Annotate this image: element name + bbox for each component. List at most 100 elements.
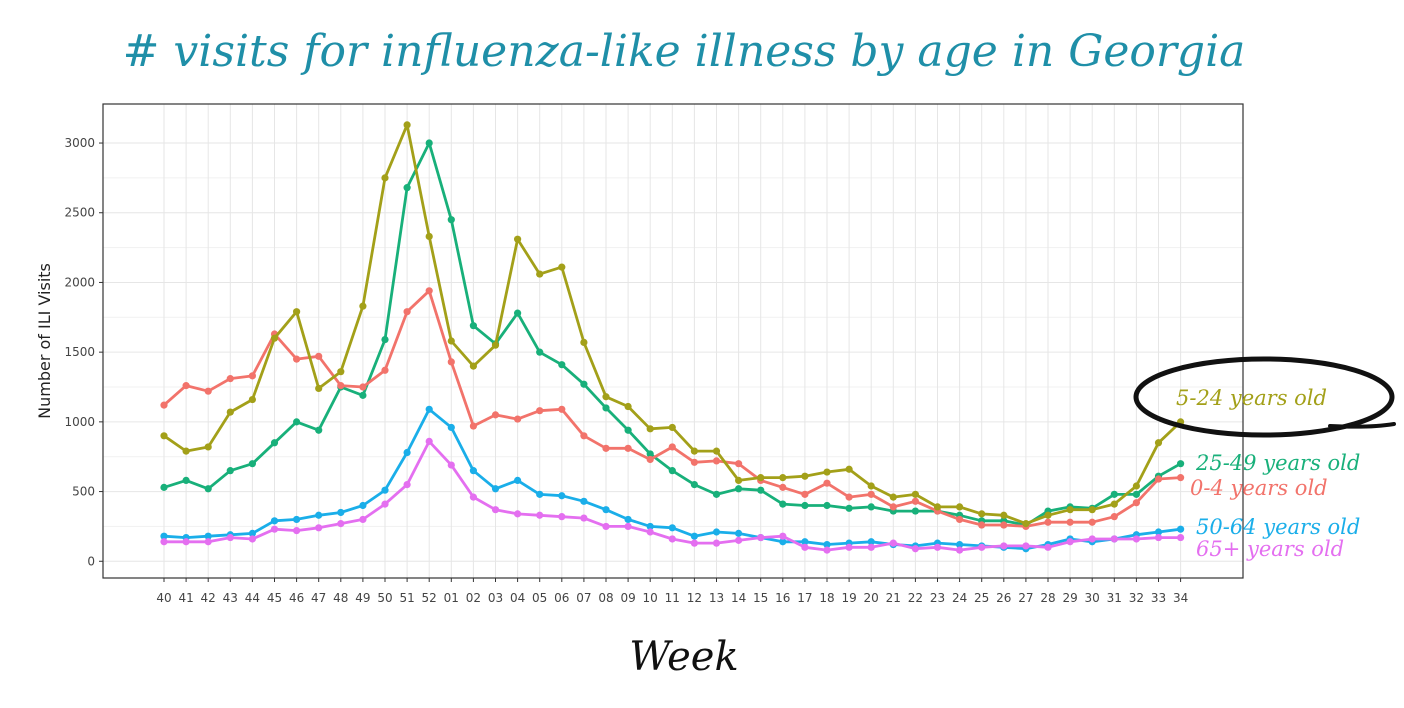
data-point [801,472,809,480]
data-point [491,485,500,493]
data-point [293,515,301,524]
data-point [536,490,544,498]
x-tick-label: 05 [532,591,547,605]
data-point [712,528,721,536]
x-tick-label: 45 [267,591,282,605]
data-point [1022,542,1030,550]
data-point [712,539,721,547]
data-point [646,528,654,536]
data-point [270,517,279,525]
data-point [580,338,588,346]
data-point [602,506,610,514]
data-point [580,380,588,388]
data-point [491,506,500,514]
data-point [447,423,455,432]
data-point [1177,525,1185,533]
data-point [226,408,234,416]
data-point [801,501,809,510]
y-tick-label: 1000 [64,415,95,429]
data-point [624,402,632,411]
data-point [624,444,632,452]
x-axis-label: Week [629,634,738,680]
data-point [801,490,809,498]
y-tick-label: 3000 [64,136,95,150]
data-point [1154,475,1163,483]
data-point [602,404,610,412]
data-point [447,461,455,469]
data-point [1066,538,1074,546]
data-point [823,501,831,510]
x-tick-label: 14 [731,591,746,605]
data-point [823,540,831,549]
highlight-circle [1133,356,1395,438]
data-point [558,405,566,413]
x-tick-label: 30 [1085,591,1100,605]
x-tick-label: 06 [554,591,569,605]
x-tick-label: 52 [422,591,437,605]
series-group [160,121,1185,554]
data-point [1132,490,1140,498]
data-point [624,426,632,434]
data-point [867,503,875,511]
data-point [889,503,897,511]
data-point [690,539,699,547]
data-point [956,503,964,511]
data-point [1177,533,1185,542]
data-point [889,493,897,501]
data-point [978,510,986,518]
data-point [403,184,411,192]
data-point [956,540,964,549]
x-tick-label: 16 [775,591,790,605]
x-tick-label: 42 [201,591,216,605]
highlight-circle-tail [1328,422,1396,429]
data-point [1000,511,1008,519]
x-tick-label: 34 [1173,591,1188,605]
data-point [845,504,853,512]
series-5-24-years-old [160,121,1185,528]
data-point [204,443,212,451]
y-axis: 0 500 1000 1500 2000 2500 3000 [64,136,103,568]
data-point [514,510,522,518]
x-tick-label: 20 [864,591,879,605]
x-tick-label: 02 [466,591,481,605]
x-tick-label: 17 [797,591,812,605]
x-tick-label: 40 [156,591,171,605]
data-point [160,538,168,546]
x-tick-label: 24 [952,591,967,605]
x-tick-label: 27 [1018,591,1033,605]
series-0-4-years-old [160,287,1185,531]
x-tick-label: 03 [488,591,503,605]
data-point [248,529,256,537]
data-point [469,362,477,370]
data-point [1110,500,1118,508]
x-tick-label: 43 [223,591,238,605]
grid [103,104,1243,578]
data-point [889,539,897,547]
x-tick-label: 48 [333,591,348,605]
data-point [160,401,168,409]
series-label: 25-49 years old [1195,451,1360,475]
data-point [1044,511,1052,519]
data-point [381,174,389,182]
data-point [403,308,411,316]
data-point [337,368,345,376]
data-point [668,524,676,532]
data-point [757,533,765,542]
chart-title: # visits for influenza-like illness by a… [123,26,1246,77]
data-point [580,432,588,440]
x-tick-label: 22 [908,591,923,605]
data-point [779,500,787,508]
data-point [315,384,323,392]
data-point [558,263,566,271]
data-point [823,479,831,487]
data-point [248,460,256,468]
data-point [469,322,477,330]
data-point [293,308,301,316]
data-point [712,447,721,455]
data-point [668,467,676,475]
data-point [315,352,323,360]
data-point [867,538,875,546]
data-point [447,358,455,366]
y-axis-label: Number of ILI Visits [35,263,54,419]
